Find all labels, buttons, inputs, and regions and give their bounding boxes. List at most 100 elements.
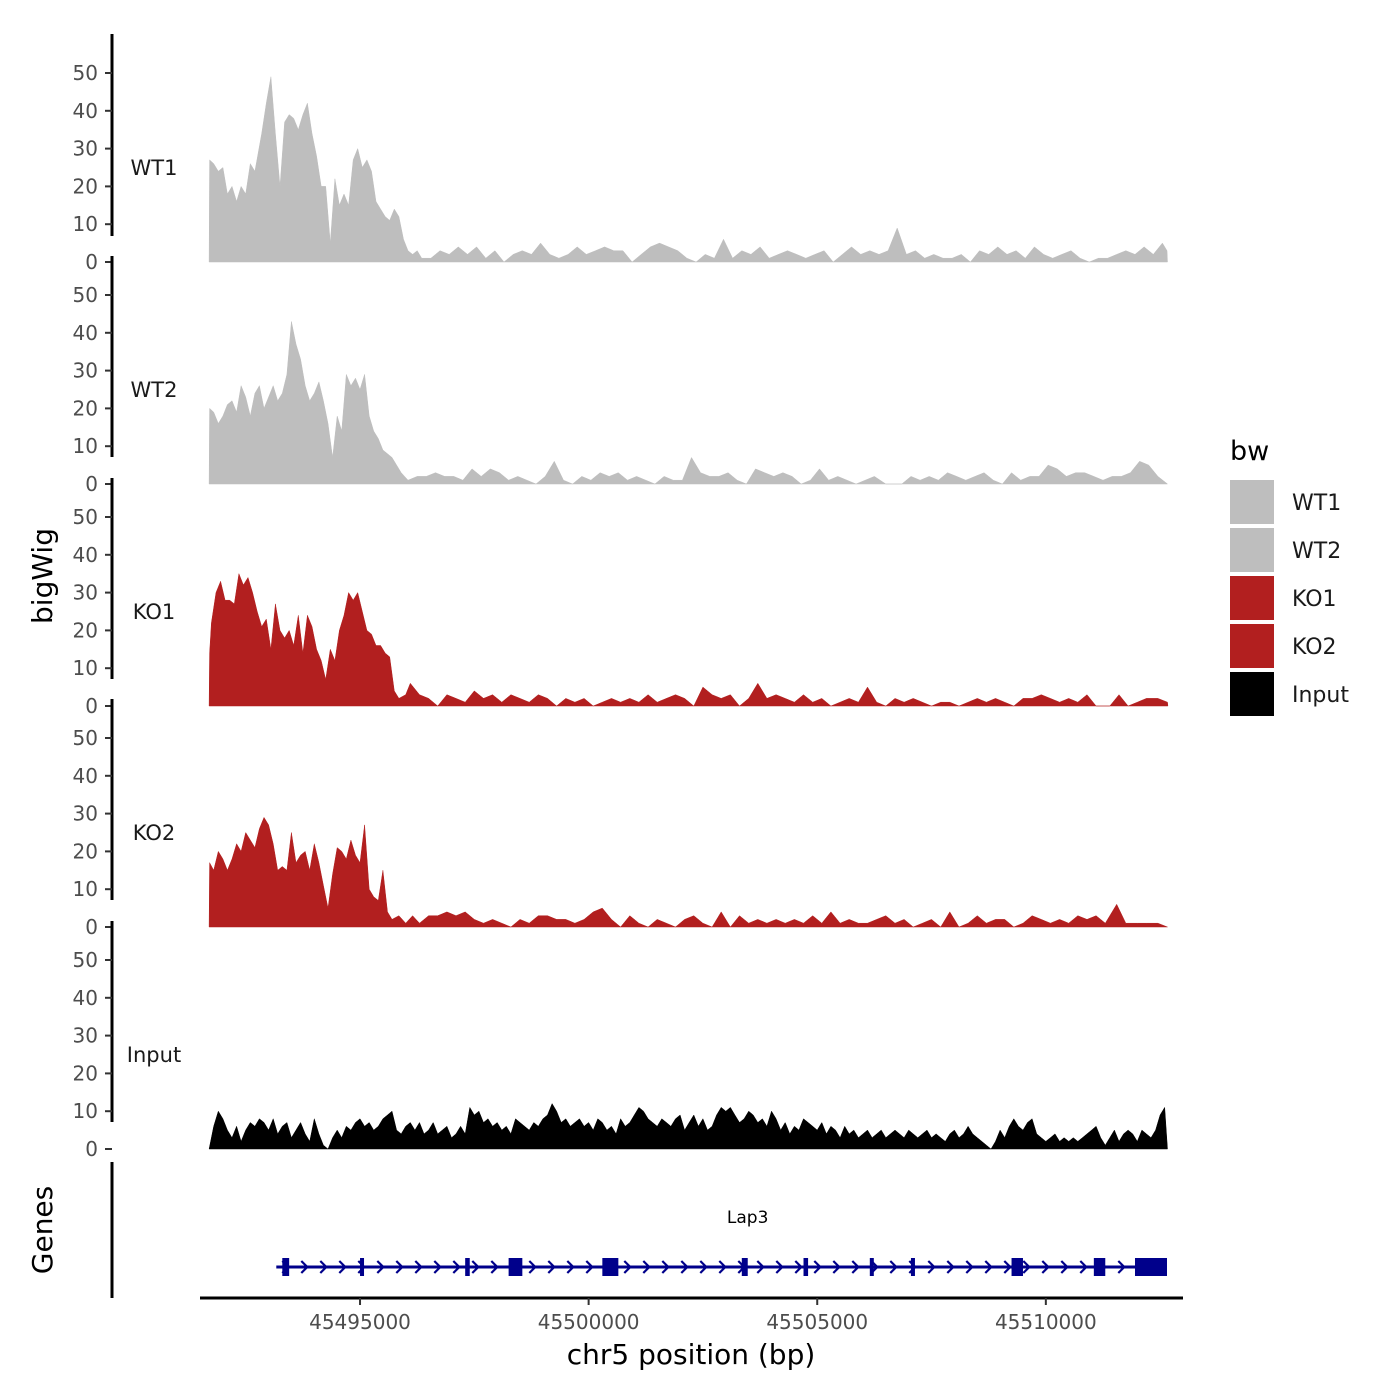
- strand-chevron: [832, 1260, 841, 1274]
- x-tick-label: 45500000: [538, 1310, 640, 1334]
- strand-chevron: [946, 1260, 955, 1274]
- strand-chevron: [528, 1260, 537, 1274]
- y-tick-label: 40: [73, 99, 98, 123]
- gene-exon: [1011, 1258, 1023, 1276]
- strand-chevron: [775, 1260, 784, 1274]
- strand-chevron: [300, 1260, 309, 1274]
- y-tick-label: 50: [73, 948, 98, 972]
- y-axis-title: bigWig: [26, 528, 59, 624]
- legend-swatch: [1230, 528, 1274, 572]
- y-tick-label: 50: [73, 726, 98, 750]
- strand-chevron: [452, 1260, 461, 1274]
- gene-label: Lap3: [727, 1208, 769, 1228]
- strand-chevron: [338, 1260, 347, 1274]
- gene-exon: [1134, 1258, 1167, 1276]
- y-tick-label: 40: [73, 321, 98, 345]
- coverage-area-ko1: [208, 572, 1169, 707]
- track-input: 0 10 20 30 40 50 Input: [73, 921, 1168, 1161]
- y-tick-label: 20: [73, 1061, 98, 1085]
- y-tick-label: 50: [73, 505, 98, 529]
- legend-item-wt1: WT1: [1230, 480, 1341, 524]
- coverage-area-input: [208, 1103, 1168, 1150]
- legend-item-ko2: KO2: [1230, 624, 1337, 668]
- strand-chevron: [965, 1260, 974, 1274]
- strand-chevron: [680, 1260, 689, 1274]
- strand-chevron: [566, 1260, 575, 1274]
- y-tick-label: 40: [73, 764, 98, 788]
- legend-swatch: [1230, 624, 1274, 668]
- coverage-tracks: 0 10 20 30 40 50 WT1 0 10 20 30 40 50 WT2 0 10 20 30 40 50 K…: [73, 34, 1169, 1161]
- y-tick-label: 20: [73, 839, 98, 863]
- strand-chevron: [1079, 1260, 1088, 1274]
- y-tick-label: 0: [85, 1137, 98, 1161]
- strand-chevron: [1041, 1260, 1050, 1274]
- y-tick-label: 0: [85, 250, 98, 274]
- strand-chevron: [585, 1260, 594, 1274]
- coverage-area-wt1: [208, 76, 1168, 263]
- x-tick-label: 45495000: [309, 1310, 411, 1334]
- gene-exon: [910, 1258, 915, 1276]
- gene-exon: [465, 1258, 470, 1276]
- legend-label: WT2: [1292, 539, 1341, 564]
- y-tick-label: 10: [73, 212, 98, 236]
- gene-exon: [803, 1258, 809, 1276]
- y-tick-label: 40: [73, 986, 98, 1010]
- legend-items: WT1 WT2 KO1 KO2 Input: [1230, 480, 1349, 716]
- strand-chevron: [490, 1260, 499, 1274]
- strand-chevron: [661, 1260, 670, 1274]
- strand-chevron: [718, 1260, 727, 1274]
- strand-chevron: [927, 1260, 936, 1274]
- strand-chevron: [414, 1260, 423, 1274]
- x-tick-label: 45505000: [766, 1310, 868, 1334]
- y-tick-label: 20: [73, 396, 98, 420]
- x-axis: 45495000 45500000 45505000 45510000 chr5 po…: [200, 1296, 1183, 1371]
- gene-exon: [602, 1258, 619, 1276]
- legend-item-input: Input: [1230, 672, 1349, 716]
- strand-chevron: [319, 1260, 328, 1274]
- y-tick-label: 20: [73, 174, 98, 198]
- y-tick-label: 10: [73, 434, 98, 458]
- track-label: WT1: [131, 156, 178, 180]
- track-wt1: 0 10 20 30 40 50 WT1: [73, 34, 1168, 274]
- legend-item-wt2: WT2: [1230, 528, 1341, 572]
- strand-chevron: [547, 1260, 556, 1274]
- x-axis-title: chr5 position (bp): [567, 1338, 816, 1371]
- legend-label: Input: [1292, 683, 1349, 708]
- track-label: WT2: [131, 378, 178, 402]
- legend-label: KO2: [1292, 635, 1337, 660]
- strand-chevron: [1060, 1260, 1069, 1274]
- strand-chevron: [889, 1260, 898, 1274]
- track-wt2: 0 10 20 30 40 50 WT2: [73, 256, 1169, 496]
- strand-chevron: [1117, 1260, 1126, 1274]
- gene-exon: [508, 1258, 523, 1276]
- strand-chevron: [984, 1260, 993, 1274]
- y-tick-label: 30: [73, 137, 98, 161]
- y-tick-label: 20: [73, 618, 98, 642]
- legend-title: bw: [1230, 436, 1269, 467]
- y-tick-label: 40: [73, 543, 98, 567]
- y-tick-label: 10: [73, 1099, 98, 1123]
- coverage-area-wt2: [208, 321, 1169, 485]
- legend-label: KO1: [1292, 587, 1337, 612]
- gene-exon: [282, 1258, 290, 1276]
- gene-exon: [741, 1258, 748, 1276]
- gene-exon: [360, 1258, 365, 1276]
- legend-label: WT1: [1292, 491, 1341, 516]
- y-tick-label: 30: [73, 581, 98, 605]
- strand-chevron: [395, 1260, 404, 1274]
- y-tick-label: 30: [73, 1024, 98, 1048]
- gene-lap3: Lap3: [276, 1208, 1167, 1276]
- strand-chevron: [623, 1260, 632, 1274]
- gene-panel: Genes Lap3: [26, 1162, 1167, 1298]
- strand-chevron: [794, 1260, 803, 1274]
- gene-panel-title: Genes: [26, 1186, 59, 1274]
- gene-exon: [869, 1258, 874, 1276]
- gene-model: Lap3: [276, 1208, 1167, 1276]
- y-tick-label: 50: [73, 61, 98, 85]
- track-ko2: 0 10 20 30 40 50 KO2: [73, 699, 1168, 939]
- coverage-area-ko2: [208, 816, 1168, 928]
- y-tick-label: 10: [73, 877, 98, 901]
- strand-chevron: [851, 1260, 860, 1274]
- legend-item-ko1: KO1: [1230, 576, 1337, 620]
